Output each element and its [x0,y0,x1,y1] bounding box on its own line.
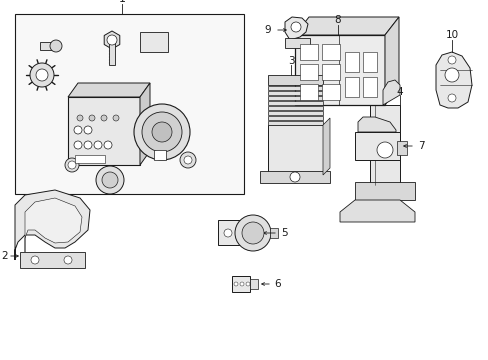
Text: 8: 8 [334,15,341,25]
Polygon shape [357,117,395,132]
Circle shape [183,156,192,164]
Polygon shape [140,83,150,165]
Bar [267,75,323,85]
Bar [267,111,323,115]
Polygon shape [435,52,471,108]
Circle shape [31,256,39,264]
Circle shape [242,222,264,244]
Text: 1: 1 [118,0,125,4]
Text: 3: 3 [287,56,294,66]
Circle shape [245,282,249,286]
Bar [267,125,323,175]
Bar [231,276,249,292]
Bar [218,220,252,245]
Bar [345,77,358,97]
Bar [267,116,323,120]
Circle shape [30,63,54,87]
Circle shape [447,56,455,64]
Circle shape [84,141,92,149]
Bar [68,97,140,165]
Circle shape [113,115,119,121]
Circle shape [447,94,455,102]
Text: 7: 7 [417,141,424,151]
Bar [140,32,168,52]
Circle shape [290,22,301,32]
Circle shape [36,69,48,81]
Circle shape [74,126,82,134]
Bar [294,35,384,105]
Circle shape [134,104,190,160]
Bar [285,38,309,48]
Bar [267,101,323,105]
Bar [362,52,376,72]
Circle shape [65,158,79,172]
Circle shape [240,282,244,286]
Bar [267,91,323,95]
Polygon shape [25,198,82,252]
Circle shape [94,141,102,149]
Bar [15,14,244,194]
Polygon shape [15,190,90,260]
Bar [362,77,376,97]
Bar [260,171,329,183]
Circle shape [376,142,392,158]
Bar [267,86,323,90]
Circle shape [180,152,196,168]
Bar [299,64,317,80]
Circle shape [234,282,238,286]
Bar [267,96,323,100]
Circle shape [444,68,458,82]
Circle shape [101,115,107,121]
Circle shape [84,126,92,134]
Polygon shape [382,80,399,105]
Circle shape [77,115,83,121]
Text: 2: 2 [1,251,8,261]
Circle shape [224,229,231,237]
Bar [40,42,56,50]
Circle shape [152,122,172,142]
Bar [321,84,339,100]
Bar [345,52,358,72]
Bar [109,43,115,65]
Polygon shape [323,118,329,175]
Bar [20,252,85,268]
Bar [299,44,317,60]
Circle shape [102,172,118,188]
Bar [267,106,323,110]
Circle shape [64,256,72,264]
Bar [75,155,105,163]
Polygon shape [68,83,150,97]
Text: 9: 9 [264,25,271,35]
Bar [321,64,339,80]
Bar [249,279,258,289]
Text: 6: 6 [274,279,281,289]
Bar [321,44,339,60]
Circle shape [89,115,95,121]
Polygon shape [294,17,398,35]
Circle shape [142,112,182,152]
Circle shape [104,141,112,149]
Polygon shape [104,31,120,49]
Circle shape [289,172,299,182]
Bar [269,228,278,238]
Circle shape [235,215,270,251]
Text: 4: 4 [396,87,403,97]
Bar [354,182,414,200]
Bar [154,150,165,160]
Bar [354,132,399,160]
Circle shape [74,141,82,149]
Circle shape [96,166,124,194]
Text: 10: 10 [445,30,458,40]
Polygon shape [339,200,414,222]
Polygon shape [285,17,307,40]
Polygon shape [384,17,398,105]
Bar [396,141,406,155]
Text: 5: 5 [280,228,287,238]
Circle shape [68,161,76,169]
Bar [267,121,323,125]
Circle shape [107,35,117,45]
Bar [369,105,399,185]
Circle shape [50,40,62,52]
Bar [299,84,317,100]
